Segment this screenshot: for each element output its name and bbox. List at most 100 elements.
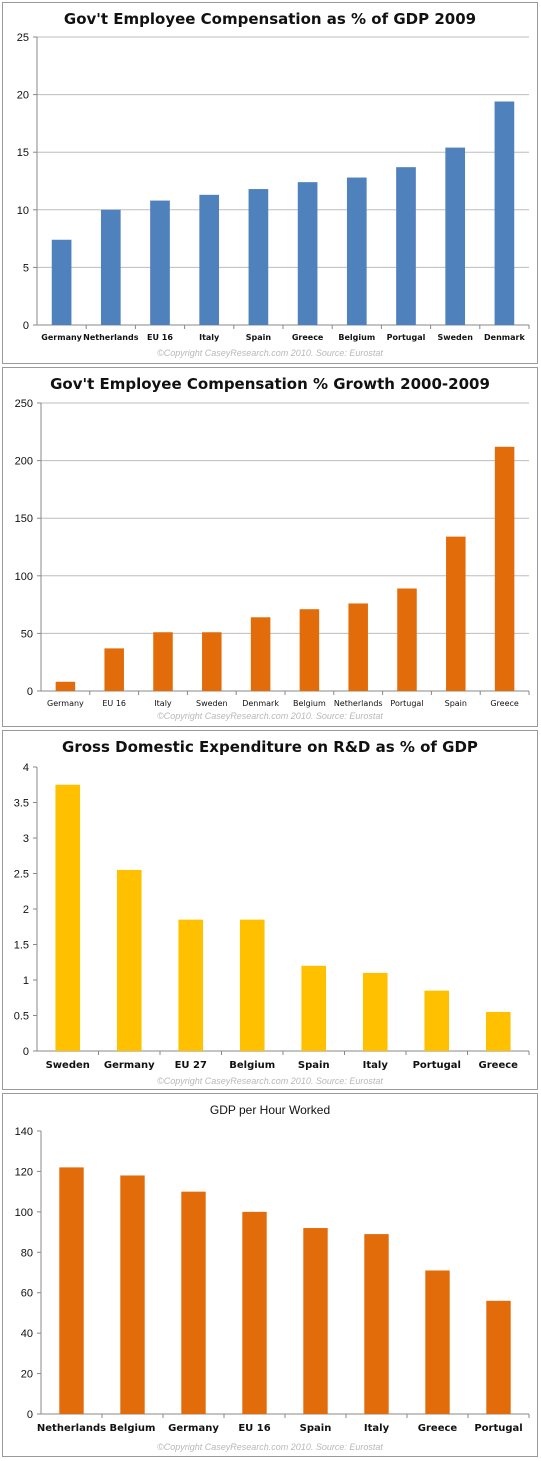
y-tick-label: 50 [21, 628, 33, 640]
chart-title: Gov't Employee Compensation as % of GDP … [63, 10, 477, 28]
y-tick-label: 60 [21, 1288, 33, 1300]
category-label: Italy [364, 1423, 390, 1434]
chart-copyright: ©Copyright CaseyResearch.com 2010. Sourc… [157, 1442, 383, 1452]
y-tick-label: 20 [21, 1369, 33, 1381]
y-tick-label: 40 [21, 1328, 33, 1340]
bar [150, 200, 170, 325]
bar [485, 1011, 511, 1051]
y-tick-label: 100 [15, 1207, 33, 1219]
y-tick-label: 150 [15, 513, 33, 525]
y-tick-label: 15 [17, 147, 29, 159]
y-tick-label: 1.5 [14, 940, 29, 952]
y-tick-label: 4 [23, 762, 29, 774]
bar [178, 919, 204, 1051]
bar [299, 609, 320, 691]
y-tick-label: 3 [23, 833, 29, 845]
category-label: Sweden [196, 699, 228, 708]
bar [397, 588, 417, 691]
y-tick-label: 120 [15, 1166, 33, 1178]
y-tick-label: 2 [23, 904, 29, 916]
bar [250, 617, 271, 691]
chart-plot: 0 0.5 1 1.5 2 2.5 3 3.5 4 Sweden Germany EU 27 Belgi… [14, 762, 530, 1071]
category-label: Belgium [338, 333, 375, 342]
y-tick-label: 3.5 [14, 798, 29, 810]
y-tick-label: 10 [17, 205, 29, 217]
bar [181, 1191, 206, 1414]
bar [242, 1211, 267, 1414]
bar [199, 194, 220, 325]
category-label: Italy [363, 1060, 389, 1071]
category-label: Spain [246, 333, 272, 342]
category-label: Netherlands [37, 1423, 106, 1434]
chart-plot: 0 20 40 60 80 100 120 140 Netherlands Belgium Germ… [15, 1126, 530, 1434]
bar [202, 632, 222, 691]
chart-title: Gov't Employee Compensation % Growth 200… [50, 375, 490, 393]
chart-copyright: ©Copyright CaseyResearch.com 2010. Sourc… [157, 711, 383, 721]
bar [362, 972, 388, 1051]
bar [59, 1167, 84, 1414]
bar [424, 990, 450, 1051]
category-label: Spain [445, 699, 467, 708]
y-tick-label: 5 [23, 262, 29, 274]
chart-plot: 0 50 100 150 200 250 Germany EU 16 Italy Sweden De… [15, 398, 530, 708]
chart-panel-gdp-per-hour: GDP per Hour Worked 0 20 40 60 80 100 120 140 Ne… [2, 1093, 538, 1457]
bar [153, 632, 173, 691]
y-tick-label: 0 [23, 320, 29, 332]
category-label: Portugal [474, 1423, 522, 1434]
category-label: Greece [490, 699, 519, 708]
category-label: Greece [418, 1423, 458, 1434]
y-tick-label: 100 [15, 571, 33, 583]
category-label: Portugal [413, 1060, 461, 1071]
category-label: Sweden [46, 1060, 90, 1071]
chart-panel-rd-expenditure: Gross Domestic Expenditure on R&D as % o… [2, 730, 538, 1090]
bar [116, 869, 142, 1051]
y-tick-label: 200 [15, 456, 33, 468]
y-tick-label: 80 [21, 1247, 33, 1259]
bar [55, 784, 81, 1051]
category-label: Belgium [229, 1060, 275, 1071]
category-label: Germany [104, 1060, 155, 1071]
category-label: Belgium [293, 699, 326, 708]
bar [248, 189, 269, 325]
bar [348, 603, 368, 691]
bar [346, 177, 367, 325]
y-tick-label: 140 [15, 1126, 33, 1138]
category-label: Italy [199, 333, 220, 342]
bar [297, 182, 318, 325]
category-label: EU 16 [238, 1423, 270, 1434]
chart-plot: 0 5 10 15 20 25 Germany Netherlands EU 16 Italy Sp… [17, 32, 530, 342]
chart-title: GDP per Hour Worked [209, 1103, 331, 1117]
category-label: Germany [47, 699, 84, 708]
bar [446, 536, 466, 691]
category-label: EU 16 [102, 699, 126, 708]
bar [100, 209, 121, 325]
bar [396, 167, 416, 325]
category-label: Spain [300, 1423, 332, 1434]
category-label: Spain [298, 1060, 330, 1071]
bar [303, 1228, 328, 1414]
bar [104, 648, 124, 691]
category-label: Germany [41, 333, 82, 342]
y-tick-label: 2.5 [14, 869, 29, 881]
chart-copyright: ©Copyright CaseyResearch.com 2010. Sourc… [157, 348, 383, 358]
y-tick-label: 25 [17, 32, 29, 44]
category-label: Sweden [437, 333, 473, 342]
chart-copyright: ©Copyright CaseyResearch.com 2010. Sourc… [157, 1076, 383, 1086]
chart-panel-compensation-growth: Gov't Employee Compensation % Growth 200… [2, 367, 538, 727]
y-tick-label: 0.5 [14, 1011, 29, 1023]
bar [425, 1270, 450, 1414]
category-label: Portugal [387, 333, 426, 342]
bar [486, 1300, 511, 1414]
bar [301, 965, 327, 1051]
chart-panel-compensation-gdp: Gov't Employee Compensation as % of GDP … [2, 2, 538, 364]
category-label: Belgium [110, 1423, 156, 1434]
bar [55, 681, 76, 691]
chart-title: Gross Domestic Expenditure on R&D as % o… [62, 738, 478, 756]
bar [445, 147, 466, 325]
bar [494, 101, 515, 326]
bar [51, 239, 72, 325]
category-label: Portugal [390, 699, 423, 708]
category-label: Greece [292, 333, 324, 342]
y-tick-label: 20 [17, 90, 29, 102]
category-label: Denmark [484, 333, 525, 342]
